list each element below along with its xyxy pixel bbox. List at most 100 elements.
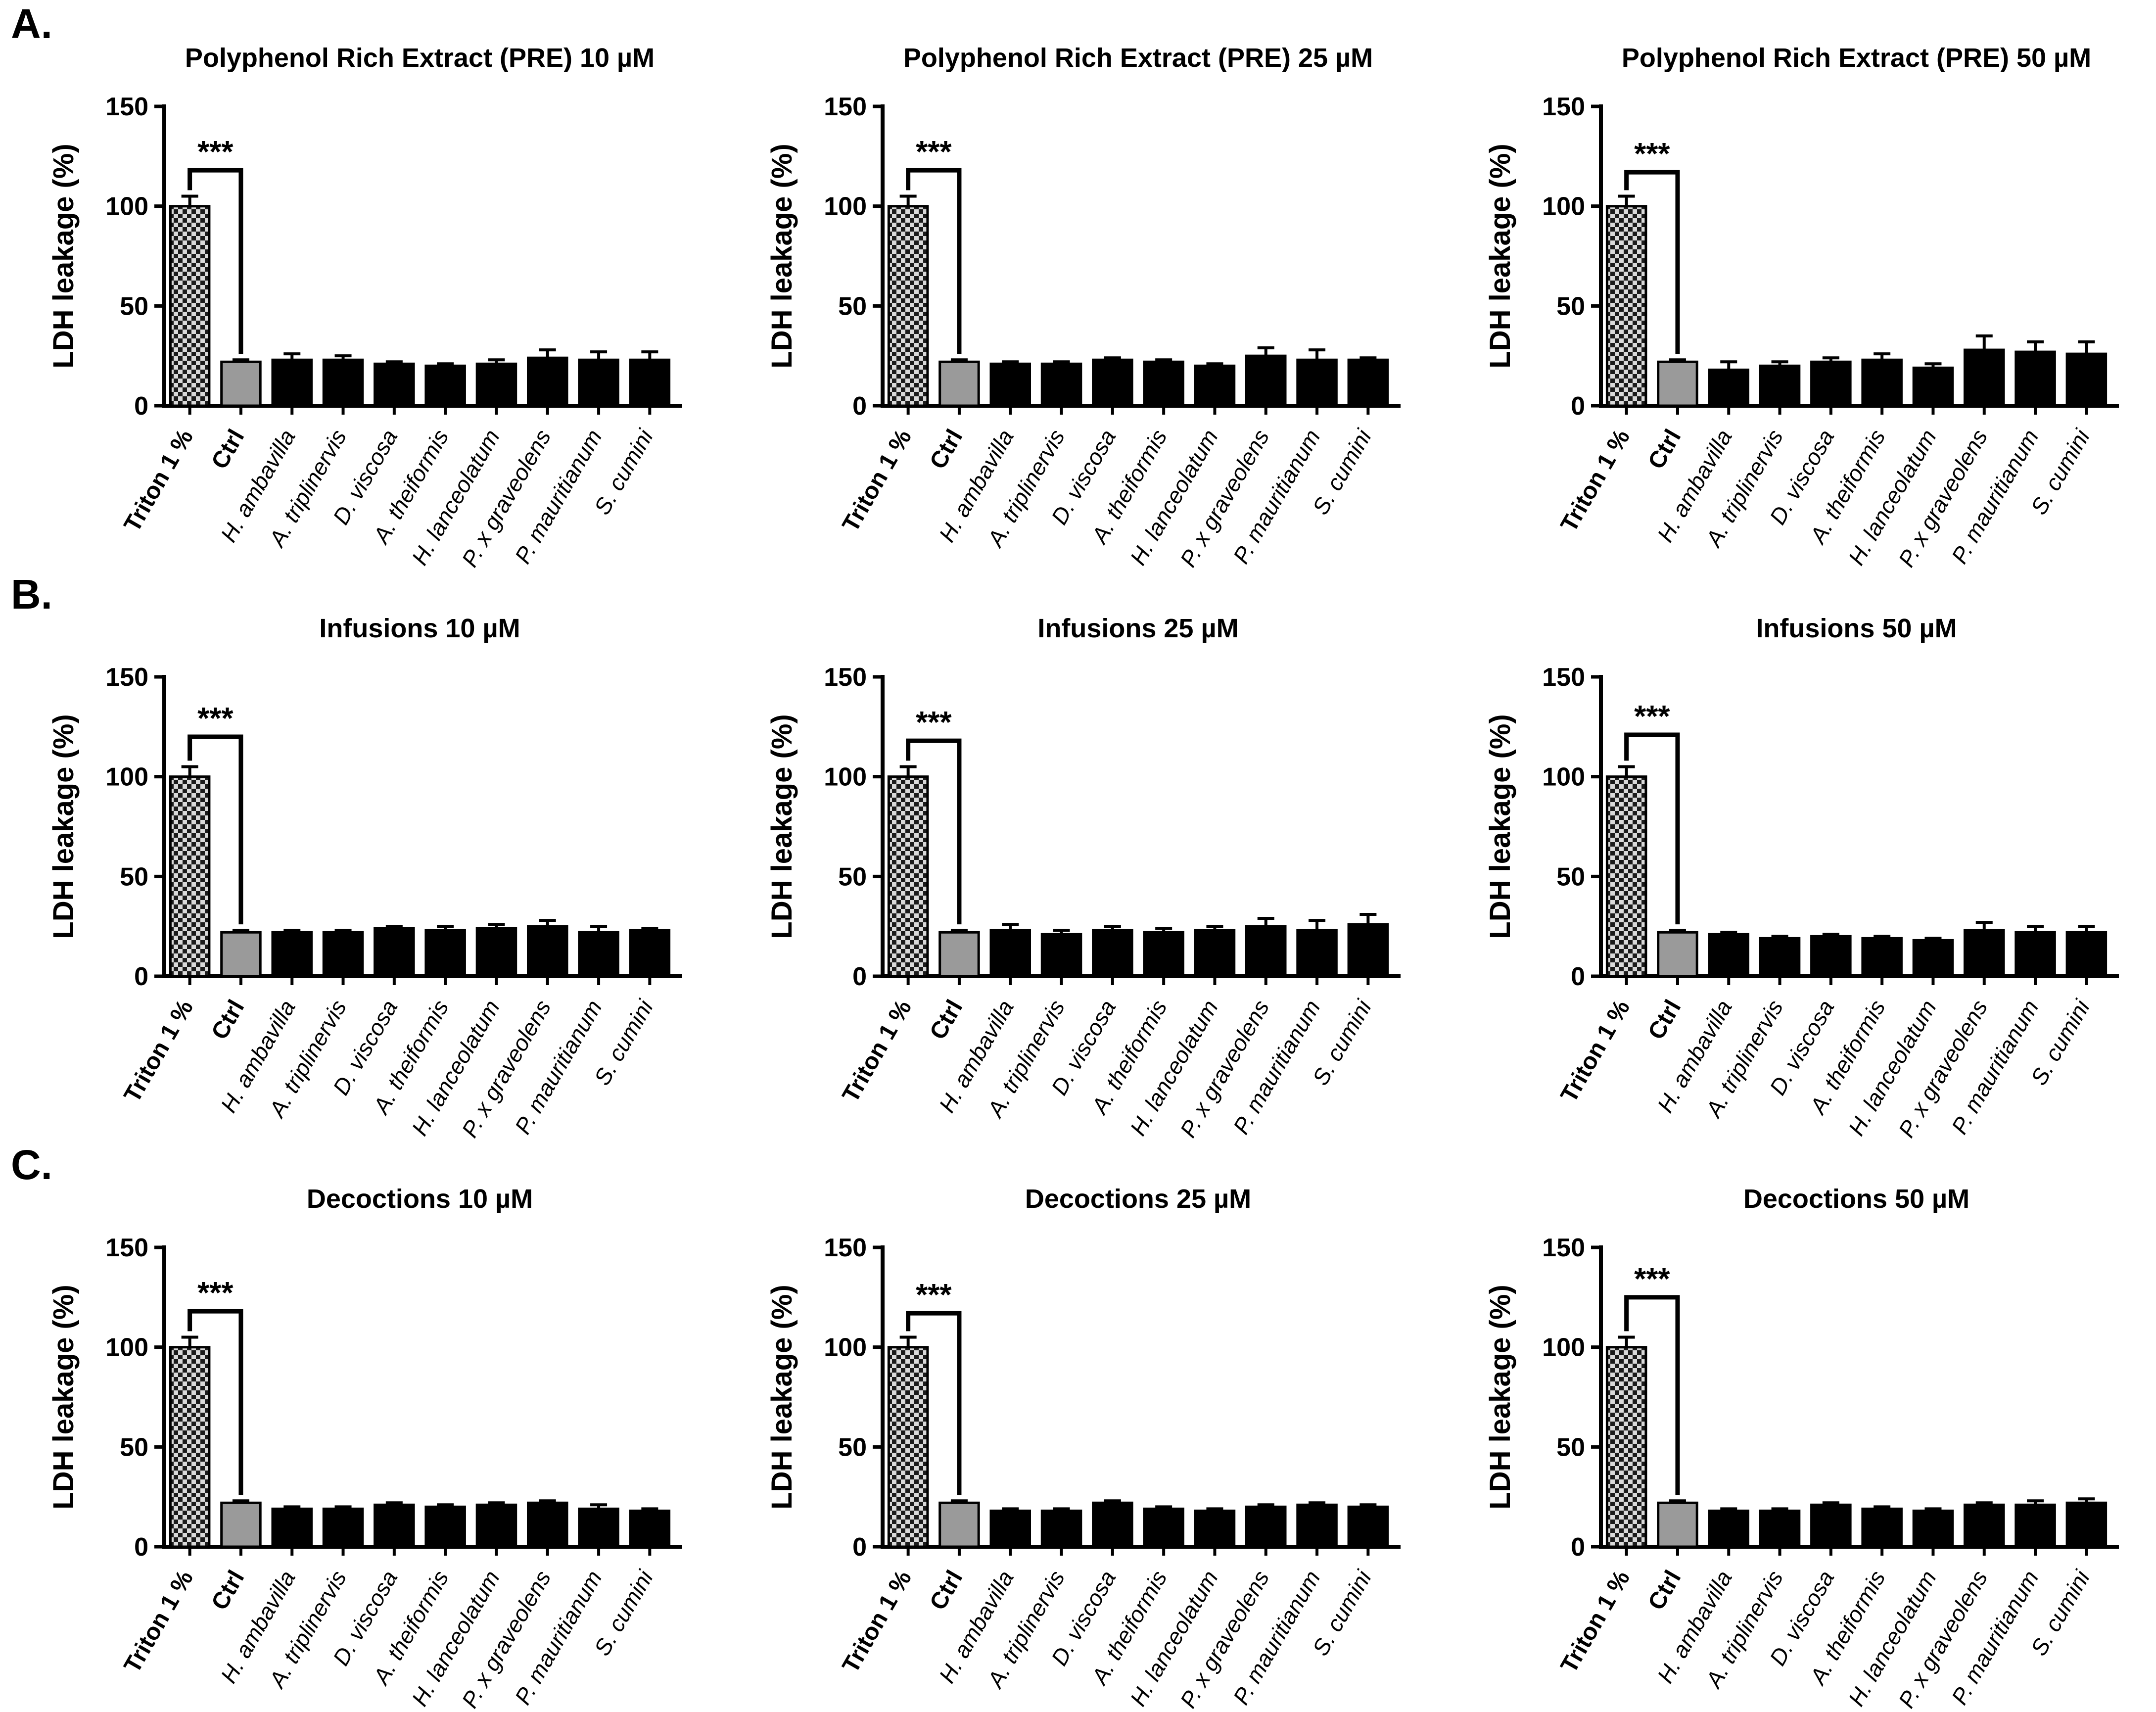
y-tick-label: 100 [105,1333,148,1362]
y-tick-label: 150 [1542,93,1585,121]
panel-a: A. Polyphenol Rich Extract (PRE) 10 µM 0 5… [0,0,2156,571]
y-tick-label: 100 [105,192,148,221]
x-tick-label: Ctrl [925,425,968,474]
bar-extract [424,1505,466,1548]
y-tick-label: 150 [105,1234,148,1262]
bar-extract [1296,929,1338,978]
y-tick-label: 100 [1542,763,1585,792]
bar-extract [322,931,364,978]
bar-extract [1092,929,1133,978]
significance-stars: *** [1634,1262,1670,1296]
x-tick-label: Ctrl [1643,996,1686,1044]
significance-stars: *** [197,1276,234,1310]
bar-extract [1912,366,1954,407]
bar-extract [1759,364,1801,407]
significance-stars: *** [916,1278,952,1312]
bar-ctrl [220,360,262,407]
panel-b: B. Infusions 10 µM 0 50 100 150 LDH leakage (… [0,571,2156,1141]
bar-extract [526,356,568,407]
bar-extract [1143,1507,1184,1548]
panel-label-c: C. [11,1141,52,1188]
x-tick-label: Ctrl [1643,425,1686,474]
y-tick-label: 50 [1556,862,1585,891]
y-tick-label: 50 [120,862,148,891]
chart-cell: Infusions 10 µM 0 50 100 150 LDH leakage (%) T… [0,571,718,1141]
bar-extract [1912,939,1954,978]
bar-extract [1040,1509,1082,1548]
significance-bracket [1624,732,1680,925]
bar-extract [374,927,415,978]
y-axis-label: LDH leakage (%) [766,143,798,368]
bar-extract [989,929,1031,978]
y-tick-label: 150 [824,1234,867,1262]
x-tick-label: Triton 1 % [119,1566,199,1677]
bar-extract [1143,360,1184,407]
bar-extract [629,358,671,407]
bar-ctrl [938,1501,980,1548]
bar-extract [578,358,619,407]
bar-extract [1296,358,1338,407]
y-tick-label: 0 [134,962,148,991]
bar-triton [887,775,929,978]
bar-triton [1605,1346,1647,1548]
bar-extract [1861,1507,1903,1548]
bar-triton [887,205,929,407]
bar-extract [424,929,466,978]
bar-extract [1708,1509,1750,1548]
bar-extract [1040,933,1082,978]
bar-extract [1861,937,1903,978]
bar-triton [169,205,211,407]
bar-chart-infusions-50: Infusions 50 µM 0 50 100 150 LDH leakage (%) T… [1484,614,2119,1141]
y-tick-label: 150 [105,663,148,692]
bar-extract [1143,931,1184,978]
y-tick-label: 0 [852,392,867,421]
bar-extract [1810,935,1852,978]
bar-extract [2015,931,2056,978]
y-tick-label: 0 [1571,962,1585,991]
bar-chart-infusions-10: Infusions 10 µM 0 50 100 150 LDH leakage (%) T… [47,614,682,1141]
bar-extract [1708,368,1750,407]
bar-triton [1605,775,1647,978]
chart-title: Decoctions 25 µM [1025,1184,1251,1214]
bar-ctrl [1657,931,1698,978]
bar-chart-pre-50: Polyphenol Rich Extract (PRE) 50 µM 0 50 10… [1484,43,2119,571]
y-tick-label: 50 [120,292,148,321]
panel-label-a: A. [11,0,52,47]
y-tick-label: 0 [134,392,148,421]
bar-extract [1759,1509,1801,1548]
y-tick-label: 0 [1571,392,1585,421]
bar-chart-decoctions-10: Decoctions 10 µM 0 50 100 150 LDH leakage (%)… [47,1184,682,1712]
bar-extract [1296,1503,1338,1548]
y-tick-label: 100 [105,763,148,792]
x-tick-label: Ctrl [206,1566,249,1615]
bar-extract [1347,358,1389,407]
y-tick-label: 150 [1542,663,1585,692]
significance-bracket [906,1311,962,1495]
y-axis-label: LDH leakage (%) [766,714,798,939]
y-tick-label: 100 [1542,192,1585,221]
y-tick-label: 50 [1556,292,1585,321]
bar-triton [169,1346,211,1548]
chart-title: Polyphenol Rich Extract (PRE) 50 µM [1622,43,2091,73]
bar-extract [475,1503,517,1548]
y-axis-label: LDH leakage (%) [1484,1284,1516,1509]
chart-title: Decoctions 10 µM [307,1184,533,1214]
bar-extract [271,1507,313,1548]
bar-ctrl [220,931,262,978]
bar-extract [989,362,1031,407]
x-tick-label: Triton 1 % [838,425,917,536]
y-tick-label: 0 [134,1533,148,1562]
chart-cell: Polyphenol Rich Extract (PRE) 10 µM 0 50 10… [0,0,718,571]
bar-chart-decoctions-25: Decoctions 25 µM 0 50 100 150 LDH leakage (%)… [766,1184,1401,1712]
bar-chart-infusions-25: Infusions 25 µM 0 50 100 150 LDH leakage (%) T… [766,614,1401,1141]
bar-extract [1810,360,1852,407]
bar-extract [1912,1509,1954,1548]
bar-extract [1092,1501,1133,1548]
bar-extract [475,362,517,407]
significance-bracket [187,734,243,925]
y-tick-label: 100 [824,192,867,221]
bar-extract [2065,1501,2108,1548]
x-tick-label: Triton 1 % [1556,1566,1636,1677]
y-axis-label: LDH leakage (%) [1484,714,1516,939]
